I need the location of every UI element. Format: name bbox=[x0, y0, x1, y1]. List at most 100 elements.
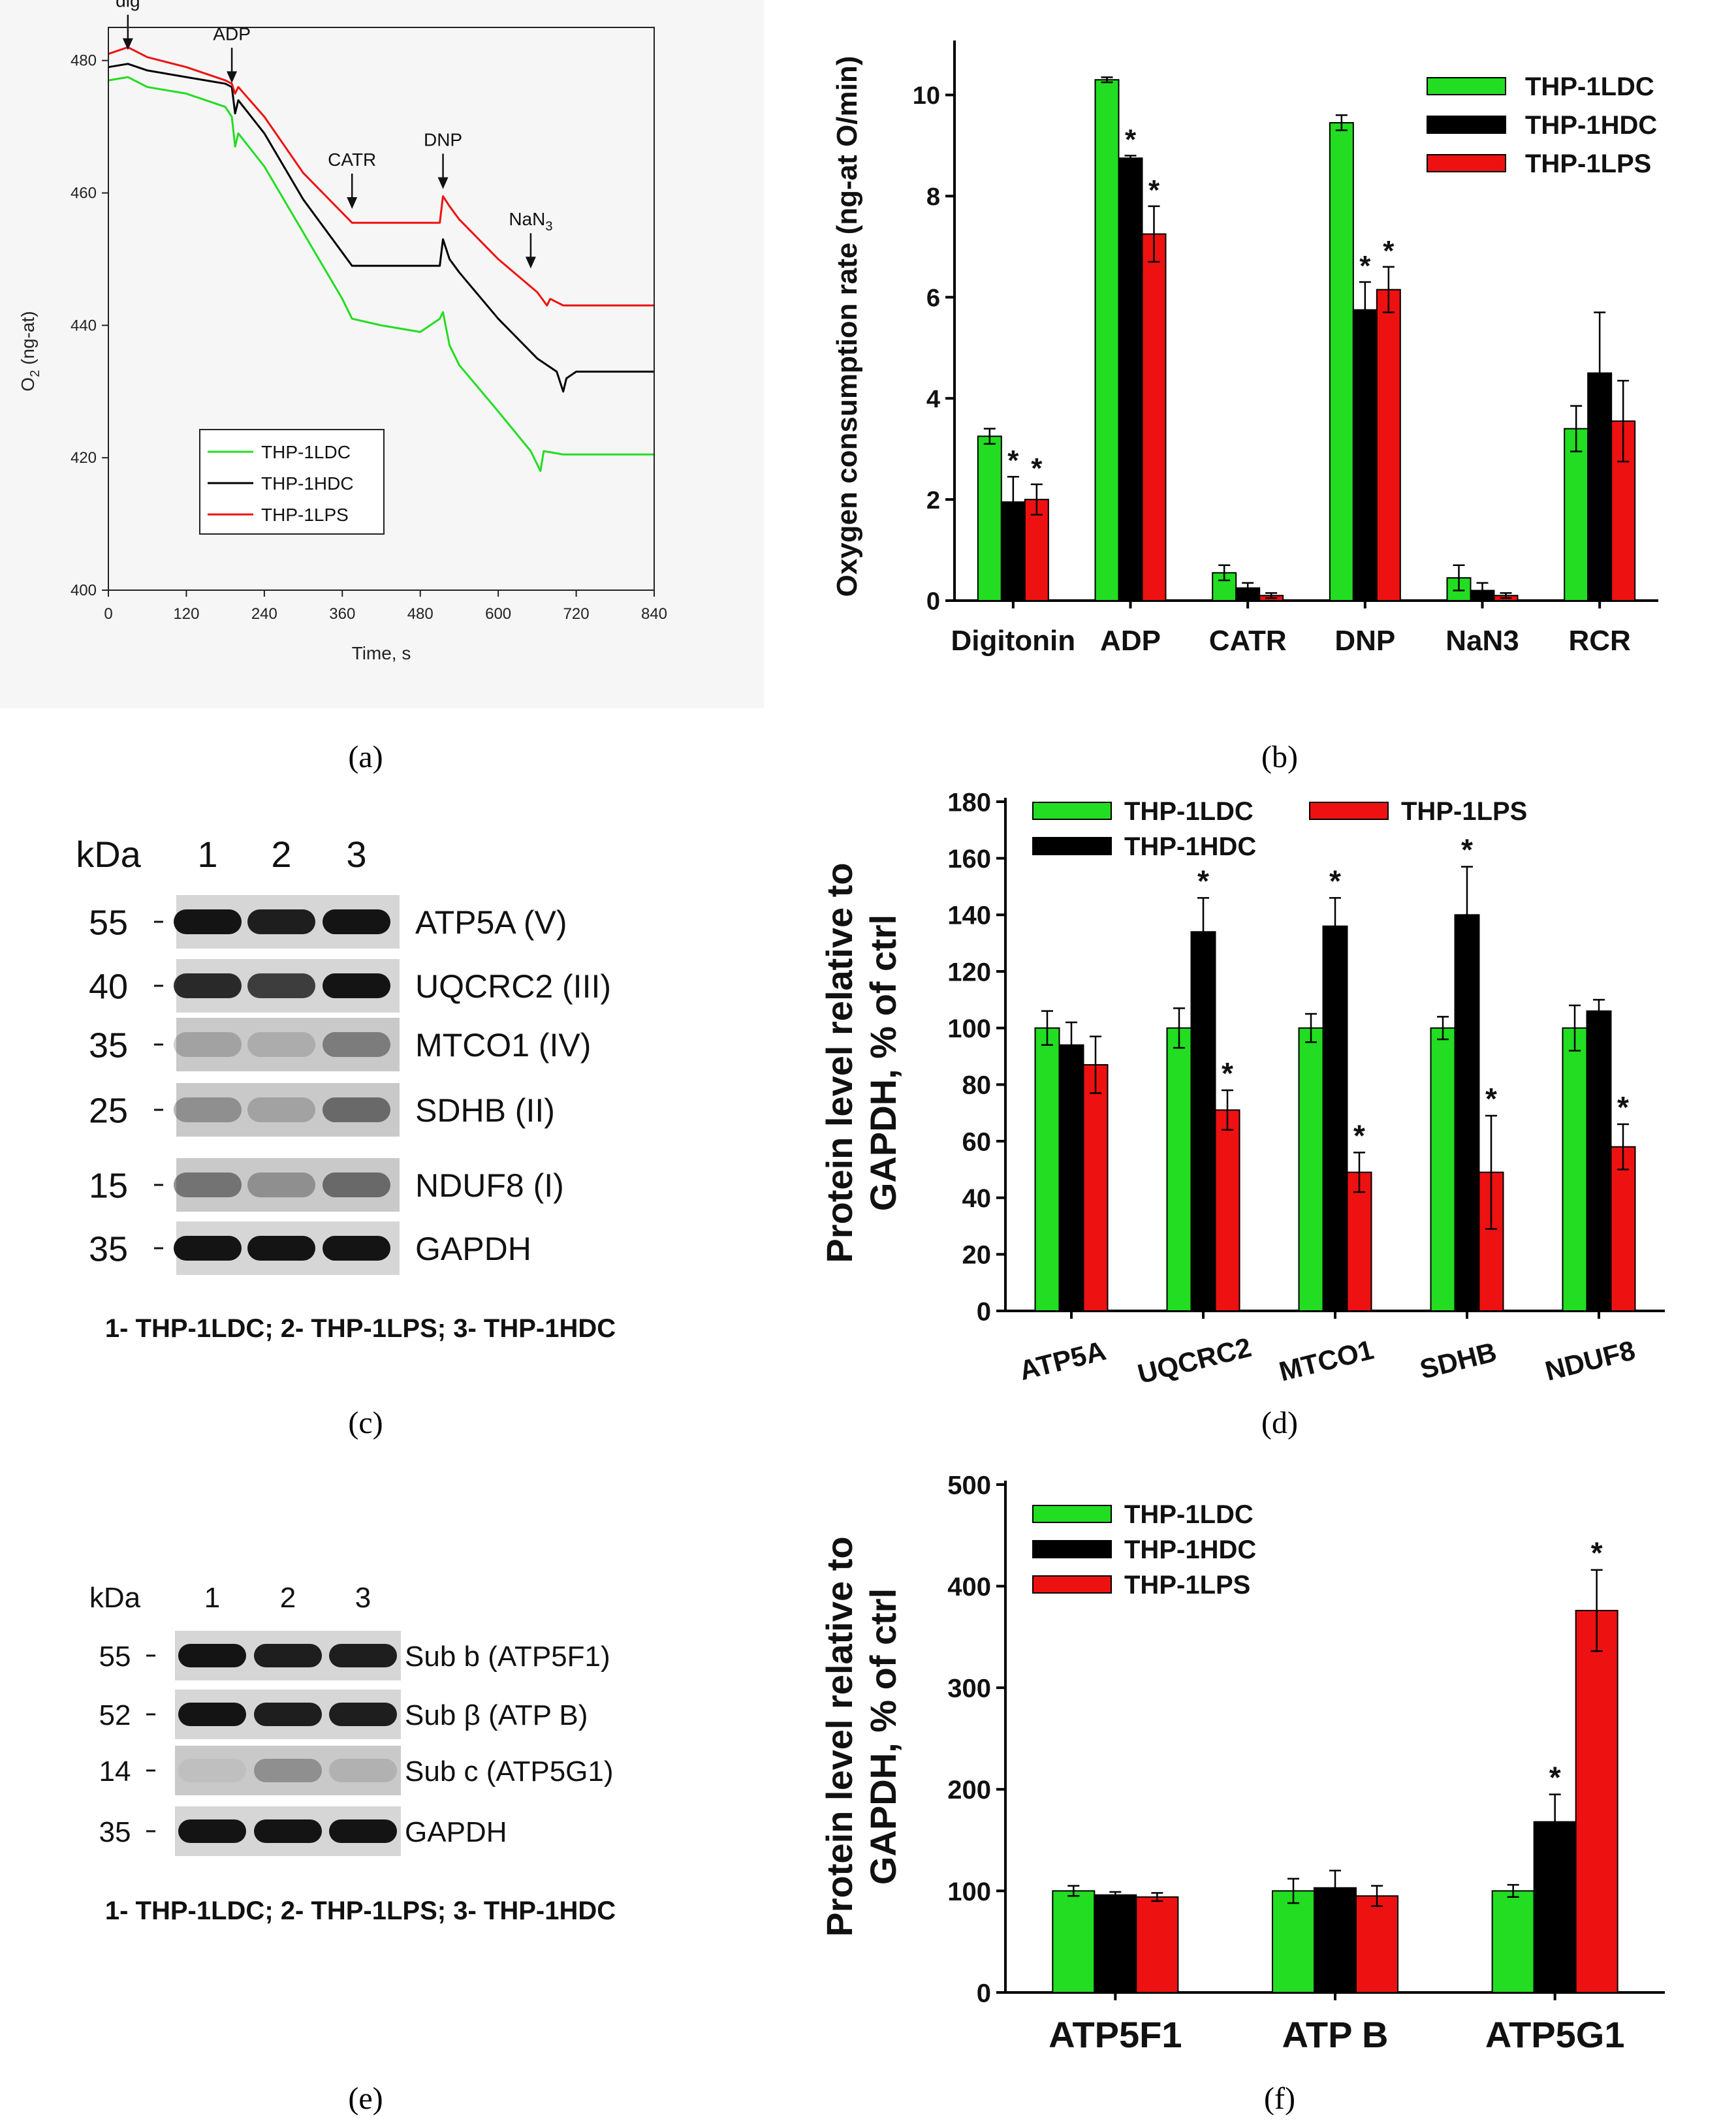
panel-f-legend-swatch-lps bbox=[1032, 1575, 1112, 1594]
panel-a-y-axis-label-sub: 2 bbox=[28, 370, 42, 377]
panel-e-band bbox=[329, 1759, 397, 1782]
panel-b-bar-thp-1ldc-adp bbox=[1094, 79, 1120, 601]
panel-d-y-tick-label: 120 bbox=[947, 958, 991, 986]
panel-c-band bbox=[174, 909, 242, 934]
panel-a-annotation-adp: ADP bbox=[213, 24, 251, 44]
panel-a-arrow-head bbox=[347, 197, 358, 209]
panel-c-lane-legend: 1- THP-1LDC; 2- THP-1LPS; 3- THP-1HDC bbox=[105, 1314, 616, 1343]
panel-c-band-label-nduf8-i: NDUF8 (I) bbox=[415, 1167, 564, 1204]
panel-b-legend-swatch-ldc bbox=[1427, 77, 1506, 95]
panel-b-y-axis-label: Oxygen consumption rate (ng-at O/min) bbox=[831, 56, 863, 597]
panel-c-lane-number: 2 bbox=[271, 834, 291, 875]
panel-f-legend-swatch-hdc bbox=[1032, 1540, 1112, 1558]
panel-b-legend-label-lps: THP-1LPS bbox=[1525, 150, 1651, 178]
panel-f-y-axis-label-line-1: Protein level relative to bbox=[819, 1536, 860, 1936]
panel-b-legend-label-hdc: THP-1HDC bbox=[1525, 111, 1657, 140]
panel-c-lane-number: 3 bbox=[346, 834, 366, 875]
panel-e-band bbox=[178, 1819, 246, 1843]
panel-c-band bbox=[323, 973, 390, 998]
panel-b-y-tick-label: 6 bbox=[926, 285, 940, 312]
panel-d-bar-thp-1ldc-uqcrc2 bbox=[1166, 1027, 1192, 1312]
panel-f-y-tick-label: 0 bbox=[977, 1979, 991, 2007]
panel-e-band bbox=[329, 1644, 397, 1667]
panel-d-y-tick-label: 20 bbox=[962, 1241, 992, 1270]
panel-a-annotation-nan: NaN3 bbox=[509, 209, 552, 234]
panel-f-bar-thp-1lps-atp-b bbox=[1355, 1895, 1398, 1993]
panel-e-kda-header: kDa bbox=[89, 1582, 141, 1614]
panel-c-band bbox=[174, 1097, 242, 1122]
panel-c-band bbox=[247, 1097, 315, 1122]
panel-c-band bbox=[323, 1236, 390, 1261]
panel-a-x-tick-label: 360 bbox=[329, 605, 355, 623]
panel-label-e: (e) bbox=[348, 2081, 383, 2116]
panel-a-legend-label-ldc: THP-1LDC bbox=[261, 442, 351, 462]
panel-c-band-label-mtco1-iv: MTCO1 (IV) bbox=[415, 1027, 591, 1063]
panel-f-bar-chart: 0 100 200 300 400 500 ATP5F1 ATP B * * ATP5G1 Prot… bbox=[819, 1471, 1665, 2055]
panel-e-band bbox=[178, 1644, 246, 1667]
panel-d-significance-star: * bbox=[1485, 1082, 1497, 1116]
panel-a-x-tick-label: 0 bbox=[104, 605, 112, 623]
panel-e-band bbox=[254, 1759, 322, 1782]
panel-e-band bbox=[329, 1703, 397, 1726]
panel-d-y-tick-label: 40 bbox=[962, 1184, 992, 1213]
panel-a-plot-frame bbox=[108, 27, 655, 591]
panel-d-bar-thp-1hdc-nduf8 bbox=[1586, 1010, 1612, 1312]
panel-a-annotation-sub: 3 bbox=[545, 219, 552, 234]
panel-c-blot-strip bbox=[176, 1018, 400, 1071]
panel-c-kda-value: 15 bbox=[89, 1166, 128, 1205]
panel-a-y-tick-label: 420 bbox=[71, 449, 97, 467]
panel-d-bar-thp-1hdc-atp5a bbox=[1058, 1044, 1084, 1312]
panel-a-x-tick-label: 240 bbox=[251, 605, 277, 623]
panel-f-bar-thp-1hdc-atp5f1 bbox=[1094, 1894, 1137, 1994]
panel-b-legend-swatch-lps bbox=[1427, 154, 1506, 172]
panel-a-annotation-dig: dig bbox=[116, 0, 140, 11]
panel-d-bar-thp-1lps-mtco1 bbox=[1346, 1171, 1372, 1312]
panel-e-band bbox=[254, 1644, 322, 1667]
panel-c-band bbox=[247, 1032, 315, 1057]
panel-a-x-tick-label: 840 bbox=[641, 605, 667, 623]
panel-e-band-label-sub-atp-b: Sub β (ATP B) bbox=[405, 1699, 588, 1731]
panel-a-legend-box bbox=[199, 429, 385, 535]
panel-a-line-thp-1ldc bbox=[108, 76, 654, 472]
panel-c-band bbox=[247, 1173, 315, 1197]
panel-d-legend: THP-1LDC THP-1HDC THP-1LPS bbox=[1032, 797, 1527, 861]
panel-a-y-axis-label-rest: (ng-at) bbox=[18, 311, 38, 370]
panel-e-lane-number: 1 bbox=[204, 1582, 220, 1614]
panel-d-y-tick-label: 80 bbox=[962, 1071, 992, 1100]
panel-label-c: (c) bbox=[348, 1406, 383, 1440]
panel-b-bar-thp-1lps-dnp bbox=[1376, 289, 1401, 601]
panel-c-lane-number: 1 bbox=[197, 834, 217, 875]
panel-f-y-tick-label: 500 bbox=[947, 1471, 991, 1500]
panel-e-band-label-sub-c-atp5g1: Sub c (ATP5G1) bbox=[405, 1755, 614, 1787]
panel-a-legend: THP-1LDC THP-1HDC THP-1LPS bbox=[199, 429, 385, 535]
panel-d-y-tick-label: 160 bbox=[947, 845, 991, 874]
panel-f-significance-star: * bbox=[1549, 1761, 1561, 1795]
panel-c-band bbox=[323, 909, 390, 934]
panel-b-bar-thp-1ldc-dnp bbox=[1329, 122, 1354, 601]
panel-a-legend-label-lps: THP-1LPS bbox=[261, 505, 349, 525]
panel-b-legend: THP-1LDC THP-1HDC THP-1LPS bbox=[1427, 72, 1657, 178]
panel-a-x-tick-label: 720 bbox=[563, 605, 590, 623]
panel-d-y-axis-label-line-2: GAPDH, % of ctrl bbox=[862, 915, 904, 1211]
panel-b-category-label-rcr: RCR bbox=[1569, 625, 1631, 657]
panel-b-y-tick-label: 2 bbox=[926, 487, 940, 514]
panel-b-significance-star: * bbox=[1125, 123, 1137, 155]
panel-a-annotation-main: NaN bbox=[509, 209, 545, 229]
panel-a-arrow-head bbox=[122, 38, 133, 50]
panel-c-band bbox=[174, 1173, 242, 1197]
panel-b-bar-thp-1ldc-digitonin bbox=[977, 435, 1002, 601]
panel-b-bar-thp-1ldc-rcr bbox=[1564, 428, 1589, 601]
panel-d-bar-thp-1lps-uqcrc2 bbox=[1214, 1109, 1240, 1312]
panel-b-significance-star: * bbox=[1007, 445, 1019, 477]
panel-b-y-tick-label: 8 bbox=[926, 183, 940, 211]
panel-b-y-tick-label: 4 bbox=[926, 386, 940, 413]
panel-d-significance-star: * bbox=[1197, 864, 1209, 898]
panel-c-band bbox=[174, 1236, 242, 1261]
panel-f-legend: THP-1LDC THP-1HDC THP-1LPS bbox=[1032, 1500, 1256, 1599]
panel-c-kda-value: 35 bbox=[89, 1026, 128, 1065]
panel-f-legend-label-hdc: THP-1HDC bbox=[1124, 1535, 1256, 1564]
panel-d-significance-star: * bbox=[1222, 1056, 1233, 1090]
panel-d-significance-star: * bbox=[1329, 864, 1341, 898]
